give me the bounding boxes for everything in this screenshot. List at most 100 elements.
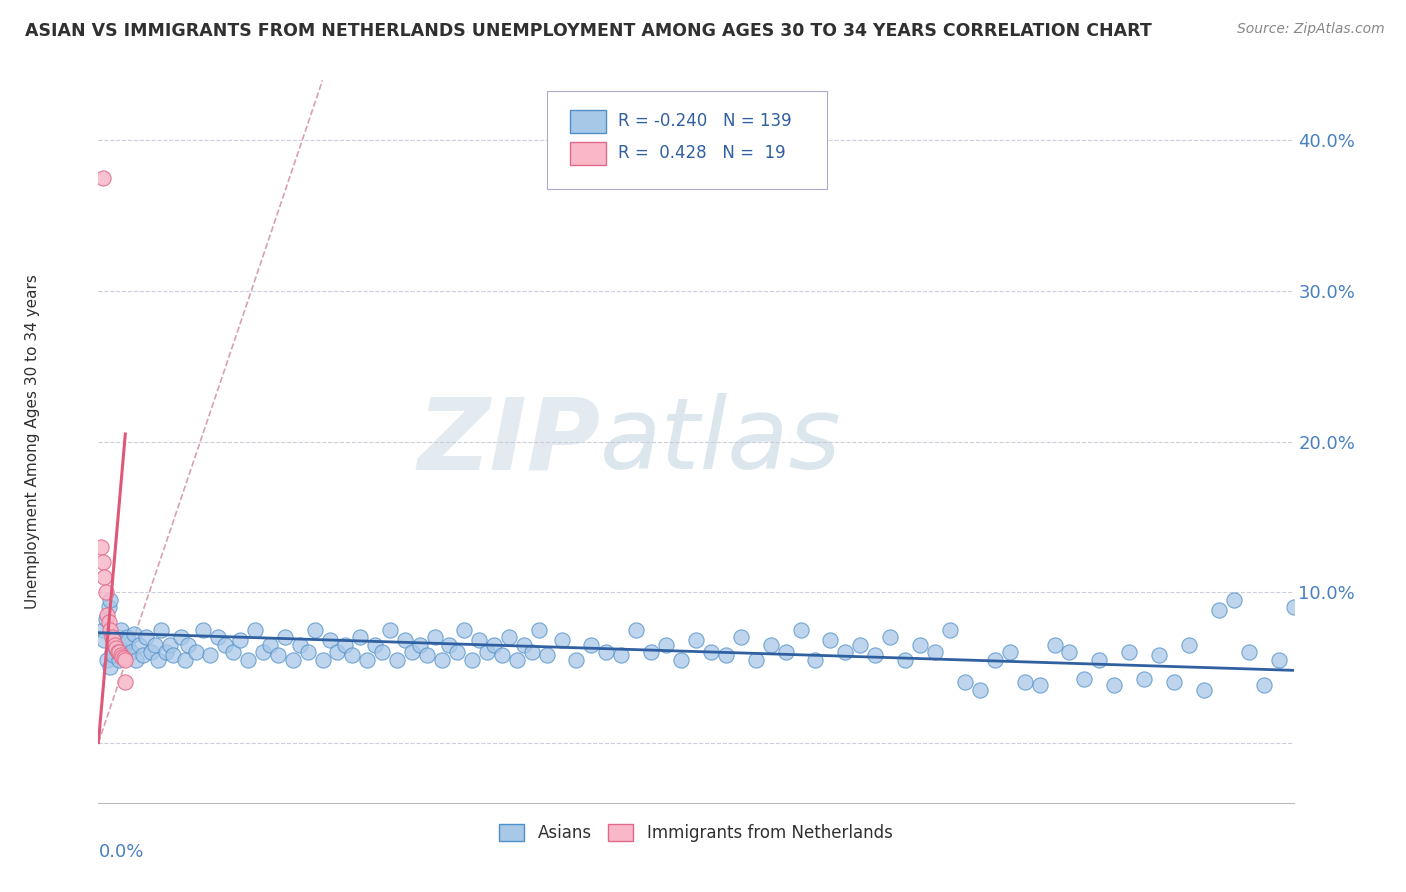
Point [150, 623, 173, 637]
Point [98, 660, 122, 674]
Point [103, 648, 125, 663]
Point [1298, 675, 1320, 690]
Point [91, 171, 114, 186]
Point [98, 592, 122, 607]
Point [114, 648, 136, 663]
Point [98, 623, 122, 637]
Point [105, 640, 128, 655]
Point [93, 633, 115, 648]
Point [1208, 603, 1230, 617]
Point [143, 638, 166, 652]
Point [804, 653, 827, 667]
Point [304, 623, 326, 637]
Point [1253, 678, 1275, 692]
Point [520, 645, 543, 659]
Point [91, 555, 114, 569]
Point [626, 623, 648, 637]
Point [984, 653, 1007, 667]
Point [1104, 678, 1126, 692]
Point [498, 630, 520, 644]
Legend: Asians, Immigrants from Netherlands: Asians, Immigrants from Netherlands [492, 817, 900, 848]
Point [371, 645, 394, 659]
Point [378, 623, 401, 637]
Text: ASIAN VS IMMIGRANTS FROM NETHERLANDS UNEMPLOYMENT AMONG AGES 30 TO 34 YEARS CORR: ASIAN VS IMMIGRANTS FROM NETHERLANDS UNE… [25, 22, 1152, 40]
Point [333, 638, 356, 652]
Point [120, 645, 142, 659]
Point [1118, 645, 1140, 659]
Point [107, 630, 129, 644]
Point [207, 630, 229, 644]
Point [1237, 645, 1260, 659]
Point [125, 653, 148, 667]
FancyBboxPatch shape [547, 91, 827, 189]
Point [103, 633, 125, 648]
Point [114, 653, 136, 667]
FancyBboxPatch shape [571, 142, 606, 165]
Point [105, 642, 128, 657]
Point [104, 638, 127, 652]
Point [685, 633, 707, 648]
Point [581, 638, 603, 652]
Point [274, 630, 297, 644]
Point [108, 645, 131, 659]
Point [1043, 638, 1066, 652]
Point [475, 645, 498, 659]
Point [236, 653, 259, 667]
Point [714, 648, 737, 663]
Point [281, 653, 304, 667]
Point [939, 623, 962, 637]
Point [155, 645, 177, 659]
Point [1267, 653, 1289, 667]
Point [1223, 592, 1246, 607]
Point [439, 638, 461, 652]
Point [879, 630, 901, 644]
Point [191, 623, 214, 637]
Point [595, 645, 617, 659]
Point [730, 630, 752, 644]
Point [1133, 673, 1156, 687]
Point [461, 653, 484, 667]
Point [998, 645, 1021, 659]
Point [536, 648, 558, 663]
Point [1028, 678, 1050, 692]
Point [101, 645, 124, 659]
Point [259, 638, 281, 652]
Point [94, 585, 117, 599]
Point [789, 623, 811, 637]
Point [124, 627, 146, 641]
Point [865, 648, 887, 663]
Point [110, 648, 132, 663]
Point [550, 633, 572, 648]
Point [112, 638, 135, 652]
Point [924, 645, 946, 659]
Point [101, 630, 124, 644]
Point [669, 653, 692, 667]
Point [969, 682, 991, 697]
FancyBboxPatch shape [571, 110, 606, 133]
Point [97, 600, 120, 615]
Point [90, 540, 112, 554]
Point [513, 638, 536, 652]
Point [1357, 612, 1379, 626]
Point [311, 653, 333, 667]
Point [484, 638, 506, 652]
Point [94, 612, 117, 626]
Point [169, 630, 191, 644]
Point [416, 648, 439, 663]
Point [148, 653, 170, 667]
Point [128, 638, 150, 652]
Point [640, 645, 662, 659]
Point [834, 645, 856, 659]
Point [401, 645, 423, 659]
Point [222, 645, 245, 659]
Point [759, 638, 782, 652]
Point [104, 638, 127, 652]
Point [953, 675, 976, 690]
Point [93, 570, 115, 584]
Text: R =  0.428   N =  19: R = 0.428 N = 19 [619, 145, 786, 162]
Point [96, 607, 118, 622]
Point [162, 648, 184, 663]
Point [820, 633, 842, 648]
Point [110, 623, 132, 637]
Point [423, 630, 446, 644]
